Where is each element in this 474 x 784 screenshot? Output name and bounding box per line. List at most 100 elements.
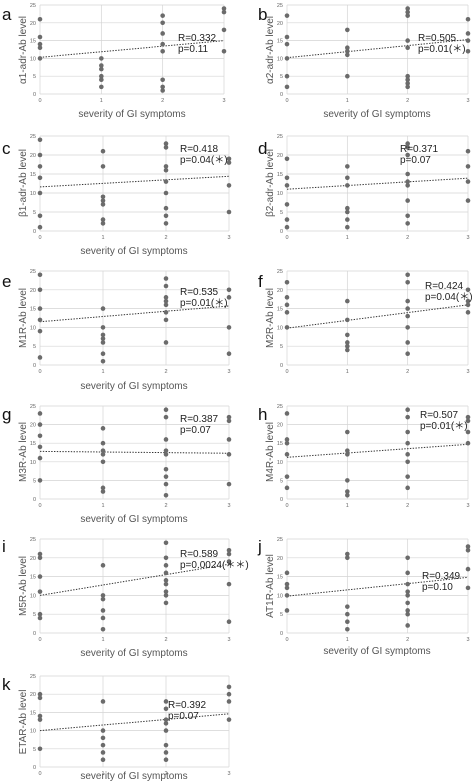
data-point — [163, 310, 169, 315]
data-point — [405, 414, 410, 420]
data-point — [163, 317, 169, 323]
data-point — [465, 48, 471, 54]
data-point — [37, 611, 43, 617]
data-point — [465, 16, 471, 22]
y-tick-label: 0 — [33, 765, 36, 771]
p-value-label: p=0.01(＊) — [420, 421, 468, 432]
x-tick-label: 0 — [38, 235, 41, 241]
data-point — [226, 452, 232, 457]
x-axis-title: severity of GI symptoms — [80, 381, 187, 392]
data-point — [100, 325, 106, 330]
r-value-label: R=0.332 — [178, 33, 217, 44]
data-point — [37, 411, 43, 416]
y-axis-title: β2-adr-Ab level — [265, 149, 276, 217]
y-tick-label: 0 — [280, 229, 283, 235]
x-tick-label: 2 — [161, 98, 164, 104]
data-point — [100, 306, 106, 311]
r-value-label: R=0.535 — [180, 287, 219, 298]
data-point — [99, 77, 104, 83]
data-point — [37, 317, 43, 323]
data-point — [37, 34, 43, 40]
y-axis-title: α1-adr-Ab level — [18, 16, 29, 84]
data-point — [345, 619, 350, 625]
data-point — [163, 179, 169, 184]
p-value-label: p=0.10 — [422, 582, 453, 593]
data-point — [465, 31, 471, 36]
data-point — [405, 452, 410, 457]
data-point — [100, 596, 106, 602]
panel-g: 0 5 10 15 20 25 0 1 2 3 g severity of GI symptoms M3… — [2, 404, 232, 525]
data-point — [405, 611, 410, 617]
data-point — [163, 589, 169, 594]
data-point — [163, 141, 169, 146]
data-point — [405, 84, 410, 90]
data-point — [226, 183, 232, 188]
y-tick-label: 0 — [33, 92, 36, 98]
data-point — [100, 198, 106, 203]
y-tick-label: 10 — [277, 56, 283, 62]
y-tick-label: 5 — [280, 210, 283, 216]
data-point — [284, 485, 290, 491]
x-axis-title: severity of GI symptoms — [323, 109, 430, 120]
x-tick-label: 0 — [38, 369, 41, 375]
data-point — [405, 45, 410, 51]
data-point — [226, 619, 232, 625]
data-point — [163, 221, 169, 226]
x-axis-title: severity of GI symptoms — [80, 771, 187, 782]
r-value-label: R=0.371 — [400, 144, 439, 155]
x-tick-label: 0 — [38, 98, 41, 104]
data-point — [37, 175, 43, 181]
data-point — [345, 555, 350, 561]
y-axis-title: M2R-Ab level — [265, 288, 276, 348]
x-tick-label: 2 — [164, 369, 167, 375]
data-point — [226, 156, 232, 162]
r-value-label: R=0.505 — [418, 33, 457, 44]
data-point — [100, 489, 106, 494]
data-point — [163, 164, 169, 169]
data-point — [465, 38, 471, 43]
data-point — [345, 604, 350, 609]
data-point — [284, 581, 290, 587]
data-point — [163, 581, 169, 587]
y-tick-label: 5 — [33, 344, 36, 350]
data-point — [405, 171, 410, 177]
data-point — [163, 717, 169, 722]
data-point — [163, 452, 169, 457]
data-point — [226, 691, 232, 697]
p-value-label: p=0.07 — [400, 155, 431, 166]
y-tick-label: 10 — [30, 56, 36, 62]
data-point — [405, 38, 410, 43]
x-tick-label: 3 — [227, 771, 230, 777]
r-value-label: R=0.424 — [425, 281, 464, 292]
x-tick-label: 1 — [101, 235, 104, 241]
data-point — [405, 570, 410, 576]
panel-letter: c — [2, 139, 11, 158]
data-point — [284, 183, 290, 188]
y-tick-label: 20 — [30, 692, 36, 698]
data-point — [345, 611, 350, 617]
p-value-label: p=0.07 — [180, 425, 211, 436]
data-point — [226, 414, 232, 420]
data-point — [100, 452, 106, 457]
trend-line — [286, 39, 469, 59]
r-value-label: R=0.387 — [180, 414, 219, 425]
y-tick-label: 5 — [33, 478, 36, 484]
data-point — [465, 298, 471, 304]
data-point — [37, 574, 43, 579]
data-point — [37, 41, 43, 47]
data-point — [345, 489, 350, 494]
data-point — [405, 589, 410, 594]
data-point — [465, 198, 471, 203]
x-tick-label: 2 — [406, 235, 409, 241]
y-tick-label: 25 — [30, 269, 36, 275]
data-point — [163, 298, 169, 304]
x-tick-label: 3 — [466, 98, 469, 104]
x-tick-label: 3 — [466, 369, 469, 375]
data-point — [345, 478, 350, 483]
y-tick-label: 15 — [30, 441, 36, 447]
panel-k: 0 5 10 15 20 25 0 1 2 3 k severity of GI symptoms ET… — [2, 674, 232, 782]
y-tick-label: 0 — [280, 363, 283, 369]
data-point — [284, 217, 290, 222]
